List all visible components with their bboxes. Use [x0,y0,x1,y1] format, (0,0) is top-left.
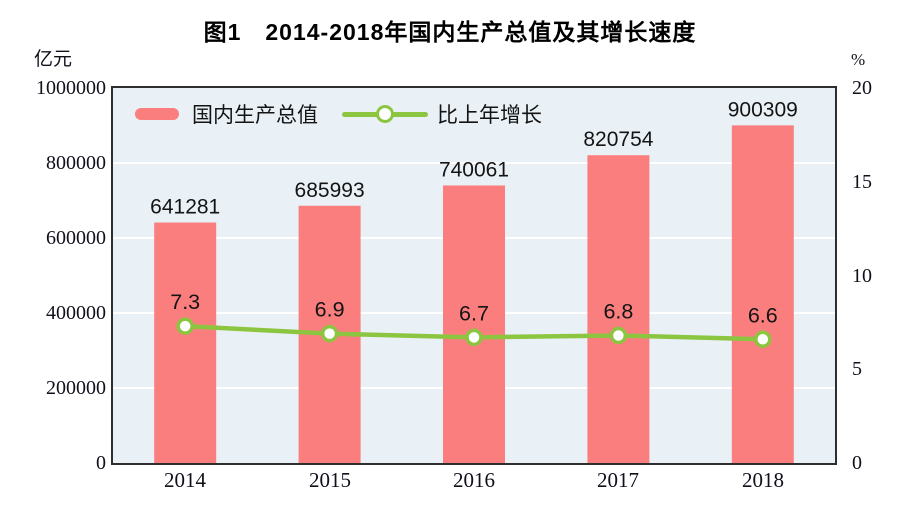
growth-point-label: 6.8 [603,300,633,324]
gdp-bar-label: 641281 [150,196,220,219]
growth-marker [176,317,194,335]
right-axis-tick: 10 [852,265,872,287]
gdp-bar-label: 685993 [295,179,365,202]
growth-marker [754,330,772,348]
growth-point-label: 6.9 [315,298,345,322]
left-axis-tick: 400000 [46,302,106,324]
gdp-bar-label: 740061 [439,158,509,181]
legend-line-label: 比上年增长 [437,104,542,127]
x-axis-label: 2018 [742,468,784,492]
growth-marker [609,326,628,345]
right-axis-tick: 0 [852,452,862,474]
x-axis-label: 2014 [164,468,206,492]
gdp-bar [731,125,794,463]
right-axis-tick: 5 [852,358,862,380]
legend-line-swatch-icon [342,104,428,124]
plot-svg: 641281 685993 740061 820754 900309 7.3 6.9 6.7 6… [113,98,835,463]
gdp-bar-label: 900309 [728,98,798,121]
x-axis-label: 2017 [597,468,639,492]
growth-point-label: 6.6 [748,303,778,327]
gdp-bar [154,222,217,463]
right-axis-tick: 15 [852,171,872,193]
x-axis-label: 2015 [309,468,351,492]
left-axis-tick: 1000000 [36,77,106,99]
left-axis-tick: 0 [96,452,106,474]
gdp-bar-label: 820754 [583,128,653,151]
growth-marker [320,324,339,343]
growth-point-label: 7.3 [170,290,200,314]
right-axis-unit: % [851,50,866,69]
chart-title: 图1 2014-2018年国内生产总值及其增长速度 [203,19,697,45]
left-axis-tick: 800000 [46,152,106,174]
left-axis-unit: 亿元 [34,49,73,70]
legend: 国内生产总值 比上年增长 [135,98,542,130]
growth-marker [465,328,483,347]
legend-bar-label: 国内生产总值 [192,104,318,127]
right-axis-tick: 20 [852,77,872,99]
left-axis-tick: 200000 [46,377,106,399]
gdp-bar [587,155,650,463]
growth-point-label: 6.7 [459,301,489,325]
gdp-bar [443,185,505,463]
x-axis-label: 2016 [453,468,495,492]
legend-bar-swatch-icon [135,108,179,120]
left-axis-tick: 600000 [46,227,106,249]
plot-area: 641281 685993 740061 820754 900309 7.3 6.9 6.7 6… [111,86,837,465]
